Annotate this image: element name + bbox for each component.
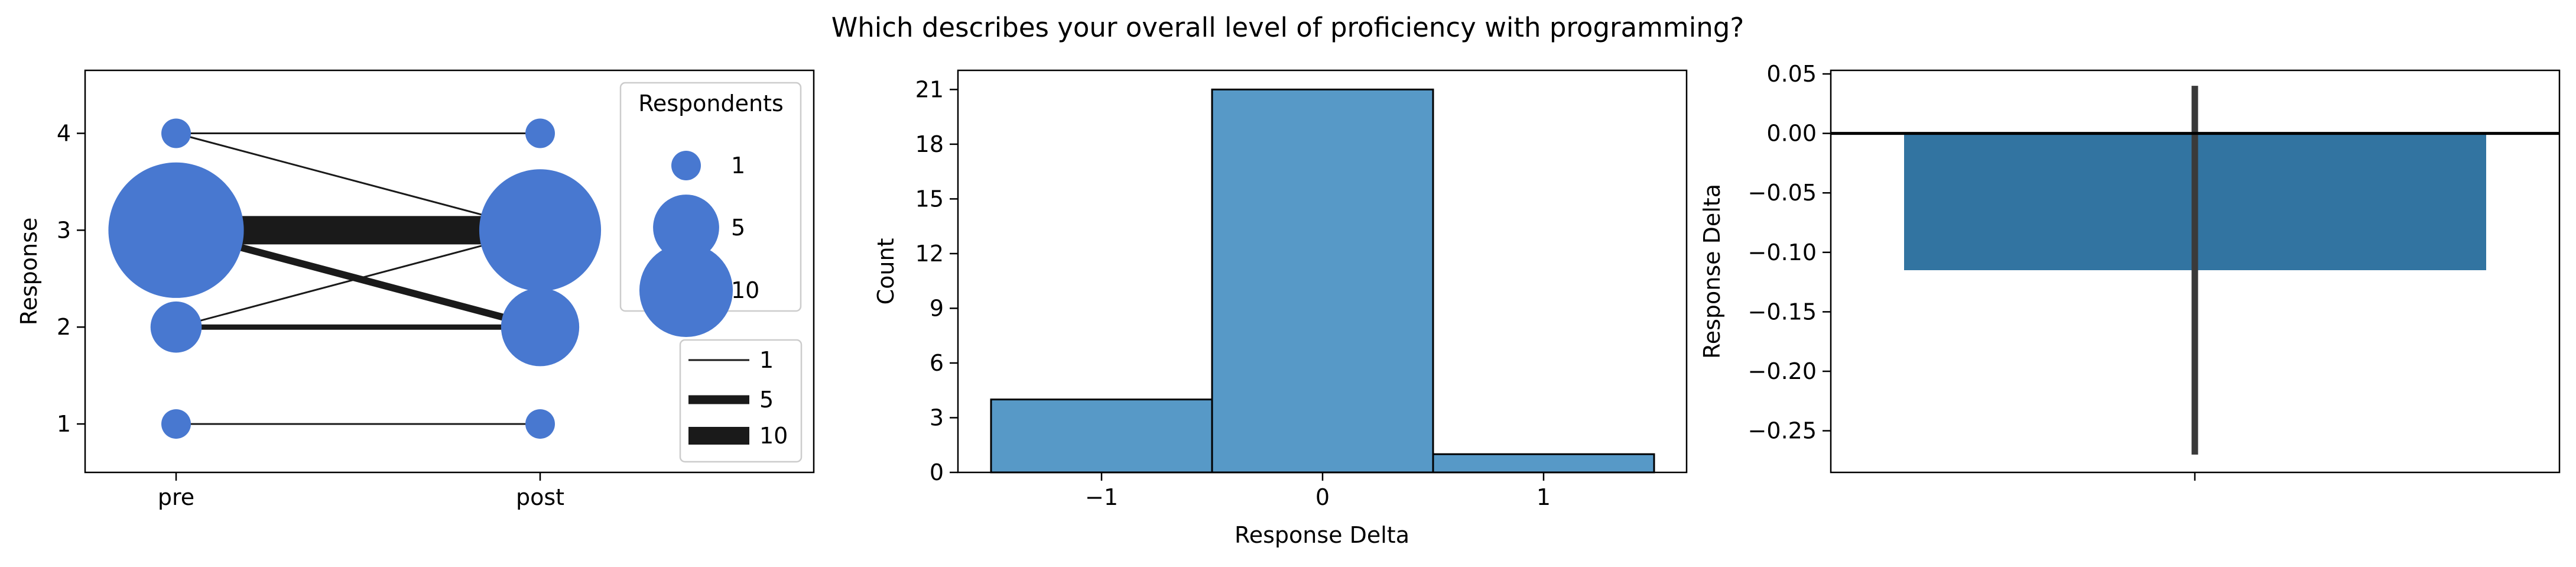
legend-label: 10: [759, 423, 788, 449]
y-tick-label: 0.00: [1766, 121, 1817, 147]
transition-line: [176, 132, 541, 231]
histogram-bar: [990, 398, 1213, 474]
y-tick-label: −0.15: [1748, 299, 1817, 325]
x-tick-label: post: [516, 484, 564, 510]
y-tick-label: −0.20: [1748, 358, 1817, 384]
y-tick-label: 3: [57, 217, 71, 243]
y-axis-ticks: 0 3 6 9 12 15 18 21: [915, 76, 958, 485]
response-bubble: [525, 409, 555, 439]
y-tick-label: 15: [915, 186, 944, 212]
legend-label: 1: [759, 347, 774, 373]
legend-bubble: [653, 195, 719, 261]
transition-lines: [175, 132, 541, 425]
response-bubble: [525, 118, 555, 148]
histogram-bar: [1211, 88, 1434, 474]
legend-bubble: [639, 243, 733, 338]
legend-label: 5: [759, 387, 774, 413]
legend-bubble: [671, 151, 701, 180]
response-bubble: [501, 288, 580, 367]
histogram-bars: [990, 88, 1655, 474]
y-tick-label: 1: [57, 411, 71, 437]
x-axis-label: Response Delta: [1235, 522, 1409, 548]
response-bubbles: [108, 118, 602, 439]
x-tick-label: 0: [1315, 484, 1330, 510]
y-tick-label: 18: [915, 131, 944, 157]
x-axis-ticks: −1 0 1: [1085, 472, 1551, 510]
response-bubble: [108, 162, 244, 298]
x-axis-ticks: pre post: [158, 472, 564, 510]
transition-line: [176, 229, 541, 328]
y-tick-label: 6: [930, 350, 944, 376]
legend-label: 5: [731, 215, 745, 241]
y-tick-label: 4: [57, 121, 71, 147]
y-tick-label: 21: [915, 76, 944, 102]
y-axis-ticks: 0.05 0.00 −0.05 −0.10 −0.15 −0.20 −0.25: [1748, 61, 1831, 444]
panel-histogram: 0 3 6 9 12 15 18 21 −1 0 1 Response Delta Count: [873, 69, 1688, 548]
y-axis-label: Response Delta: [1699, 184, 1725, 359]
histogram-bar: [1432, 453, 1655, 474]
x-tick-label: 1: [1536, 484, 1551, 510]
y-tick-label: 0.05: [1766, 61, 1817, 87]
y-tick-label: 9: [930, 295, 944, 321]
y-tick-label: −0.25: [1748, 418, 1817, 444]
panel-mean-delta: 0.05 0.00 −0.05 −0.10 −0.15 −0.20 −0.25 Respon…: [1699, 61, 2561, 481]
plot-frame: [84, 69, 815, 474]
response-bubble: [161, 118, 191, 148]
y-tick-label: −0.05: [1748, 180, 1817, 206]
y-axis-ticks: 1 2 3 4: [57, 121, 85, 437]
y-tick-label: 12: [915, 241, 944, 267]
y-tick-label: 2: [57, 314, 71, 340]
y-tick-label: 3: [930, 404, 944, 430]
mean-bar: [1831, 86, 2559, 455]
y-axis-label: Count: [873, 238, 899, 305]
x-tick-label: pre: [158, 484, 194, 510]
x-tick-label: −1: [1085, 484, 1118, 510]
legend-label: 10: [731, 277, 759, 303]
figure-title: Which describes your overall level of pr…: [831, 12, 1744, 43]
y-tick-label: 0: [930, 459, 944, 485]
y-tick-label: −0.10: [1748, 239, 1817, 265]
legend-title: Respondents: [638, 90, 784, 116]
response-bubble: [161, 409, 191, 439]
y-axis-label: Response: [16, 218, 42, 326]
legend-label: 1: [731, 153, 745, 179]
response-bubble: [150, 301, 202, 353]
response-bubble: [479, 169, 602, 291]
